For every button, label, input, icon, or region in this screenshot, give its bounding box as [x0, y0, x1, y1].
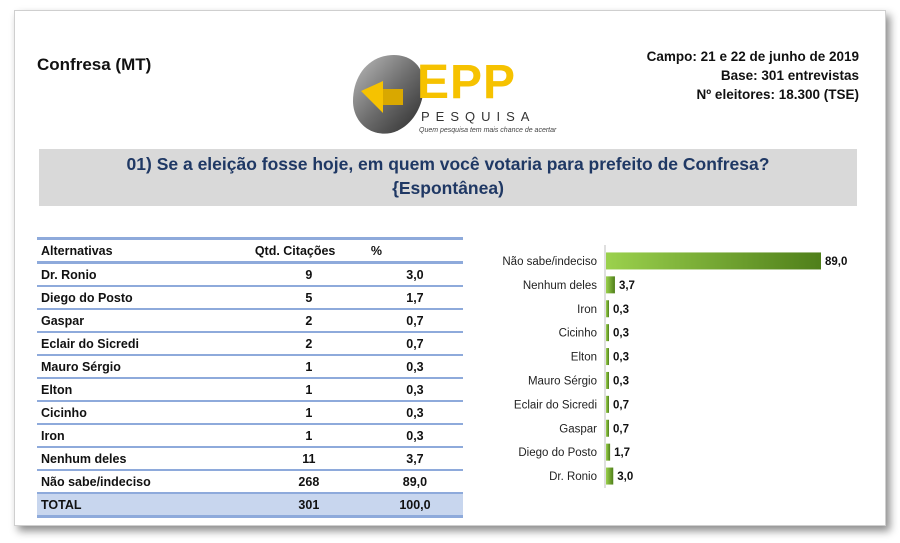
chart-category-label: Dr. Ronio — [549, 471, 597, 483]
chart-category-label: Elton — [571, 352, 597, 364]
chart-category-label: Nenhum deles — [523, 280, 597, 292]
cell-name: Dr. Ronio — [41, 267, 97, 282]
chart-category-label: Diego do Posto — [518, 447, 597, 459]
chart-bar — [606, 419, 609, 437]
cell-name: Não sabe/indeciso — [41, 474, 151, 489]
cell-count: 5 — [305, 290, 313, 305]
cell-name: Diego do Posto — [41, 290, 133, 305]
chart-bar — [606, 371, 609, 389]
cell-percent: 3,0 — [406, 267, 424, 282]
chart-bar — [606, 276, 615, 294]
table-row: Iron 1 0,3 — [37, 424, 463, 447]
table-row: Mauro Sérgio 1 0,3 — [37, 355, 463, 378]
cell-percent: 0,3 — [406, 382, 424, 397]
chart-bar — [606, 324, 609, 342]
cell-name: Cicinho — [41, 405, 87, 420]
table-row: Diego do Posto 5 1,7 — [37, 286, 463, 309]
chart-value-label: 0,3 — [613, 352, 629, 364]
table-row: Dr. Ronio 9 3,0 — [37, 263, 463, 286]
question-text: 01) Se a eleição fosse hoje, em quem voc… — [126, 154, 770, 174]
sample-base: Base: 301 entrevistas — [720, 68, 859, 83]
cell-percent: 0,3 — [406, 428, 424, 443]
table-row: Eclair do Sicredi 2 0,7 — [37, 332, 463, 355]
chart-bar — [606, 443, 611, 461]
cell-count: 268 — [298, 474, 320, 489]
chart-bar — [606, 300, 609, 318]
table-total-row: TOTAL 301 100,0 — [37, 493, 463, 517]
city-title: Confresa (MT) — [37, 55, 152, 74]
cell-percent: 89,0 — [402, 474, 428, 489]
chart-value-label: 1,7 — [614, 447, 630, 459]
cell-count: 9 — [305, 267, 313, 282]
cell-count: 1 — [305, 405, 313, 420]
header-citacoes: Qtd. Citações — [254, 243, 336, 258]
chart-bar — [606, 348, 609, 366]
cell-percent: 1,7 — [406, 290, 424, 305]
chart-value-label: 89,0 — [825, 256, 847, 268]
cell-count: 2 — [305, 336, 313, 351]
question-banner: 01) Se a eleição fosse hoje, em quem voc… — [39, 149, 857, 206]
chart-category-label: Iron — [577, 304, 597, 316]
chart-value-label: 0,3 — [613, 328, 629, 340]
cell-name: Nenhum deles — [41, 451, 127, 466]
report-card: Confresa (MT) EPP PESQUISA Quem pesquisa… — [14, 10, 886, 526]
survey-meta: Campo: 21 e 22 de junho de 2019 Base: 30… — [647, 47, 859, 104]
table-row: Não sabe/indeciso 268 89,0 — [37, 470, 463, 493]
chart-value-label: 0,7 — [613, 399, 629, 411]
cell-percent: 0,3 — [406, 359, 424, 374]
cell-percent: 3,7 — [406, 451, 424, 466]
cell-name: Elton — [41, 382, 73, 397]
cell-total-label: TOTAL — [41, 497, 82, 512]
cell-count: 1 — [305, 382, 313, 397]
cell-name: Iron — [41, 428, 65, 443]
chart-value-label: 0,3 — [613, 375, 629, 387]
logo-subtitle: PESQUISA — [421, 109, 536, 124]
epp-logo-icon — [353, 55, 424, 134]
voter-count: Nº eleitores: 18.300 (TSE) — [696, 87, 860, 102]
chart-value-label: 3,0 — [617, 471, 633, 483]
chart-category-label: Mauro Sérgio — [528, 375, 597, 387]
cell-name: Eclair do Sicredi — [41, 336, 139, 351]
cell-total-percent: 100,0 — [399, 497, 431, 512]
table-row: Nenhum deles 11 3,7 — [37, 447, 463, 470]
cell-count: 11 — [302, 451, 316, 466]
cell-percent: 0,3 — [406, 405, 424, 420]
cell-count: 1 — [305, 428, 313, 443]
table-row: Gaspar 2 0,7 — [37, 309, 463, 332]
cell-percent: 0,7 — [406, 313, 424, 328]
chart-category-label: Não sabe/indeciso — [502, 256, 597, 268]
cell-name: Mauro Sérgio — [41, 359, 121, 374]
bar-chart: Não sabe/indeciso 89,0 Nenhum deles 3,7 Iron… — [502, 245, 847, 488]
table-row: Elton 1 0,3 — [37, 378, 463, 401]
chart-bar — [606, 467, 614, 485]
chart-value-label: 0,3 — [613, 304, 629, 316]
chart-category-label: Cicinho — [559, 328, 597, 340]
cell-count: 1 — [305, 359, 313, 374]
cell-percent: 0,7 — [406, 336, 424, 351]
cell-total-count: 301 — [298, 497, 320, 512]
chart-bar — [606, 252, 821, 270]
chart-bar — [606, 395, 609, 413]
cell-count: 2 — [305, 313, 313, 328]
header-alternativas: Alternativas — [41, 243, 113, 258]
header-percent: % — [370, 243, 383, 258]
logo-tagline: Quem pesquisa tem mais chance de acertar — [419, 127, 557, 134]
chart-category-label: Eclair do Sicredi — [514, 399, 597, 411]
table-header-row: Alternativas Qtd. Citações % — [37, 238, 463, 263]
cell-name: Gaspar — [41, 313, 85, 328]
chart-value-label: 0,7 — [613, 423, 629, 435]
logo-wordmark: EPP — [417, 56, 517, 109]
chart-category-label: Gaspar — [559, 423, 597, 435]
table-row: Cicinho 1 0,3 — [37, 401, 463, 424]
chart-value-label: 3,7 — [619, 280, 635, 292]
question-type: {Espontânea) — [392, 178, 504, 198]
results-table: Alternativas Qtd. Citações % Dr. Ronio 9 3… — [37, 237, 463, 518]
field-dates: Campo: 21 e 22 de junho de 2019 — [646, 49, 859, 64]
